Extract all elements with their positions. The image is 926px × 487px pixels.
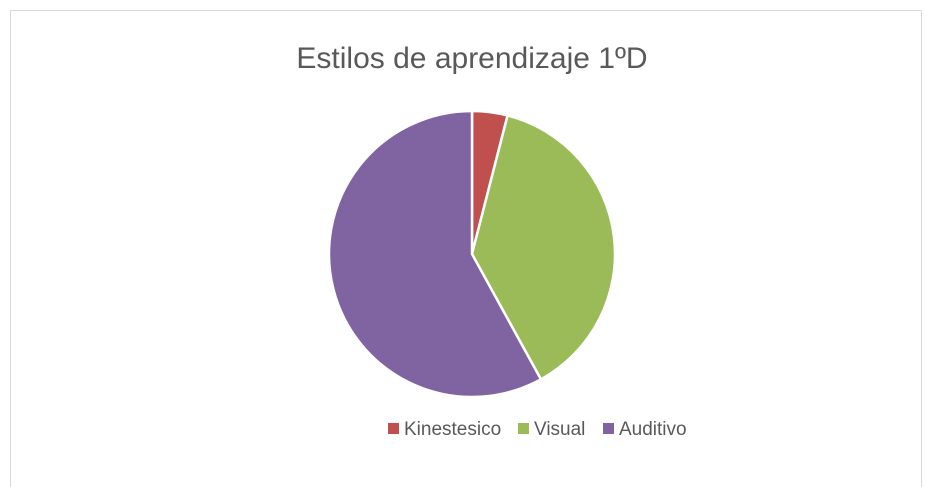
legend-label: Visual	[534, 419, 585, 440]
pie-slice	[470, 113, 617, 382]
legend-swatch	[603, 423, 614, 434]
legend-swatch	[388, 423, 399, 434]
chart-title: Estilos de aprendizaje 1ºD	[296, 42, 647, 75]
legend-swatch	[518, 423, 529, 434]
legend-label: Kinestesico	[404, 419, 501, 440]
pie-slice	[327, 109, 543, 399]
legend-label: Auditivo	[619, 419, 687, 440]
